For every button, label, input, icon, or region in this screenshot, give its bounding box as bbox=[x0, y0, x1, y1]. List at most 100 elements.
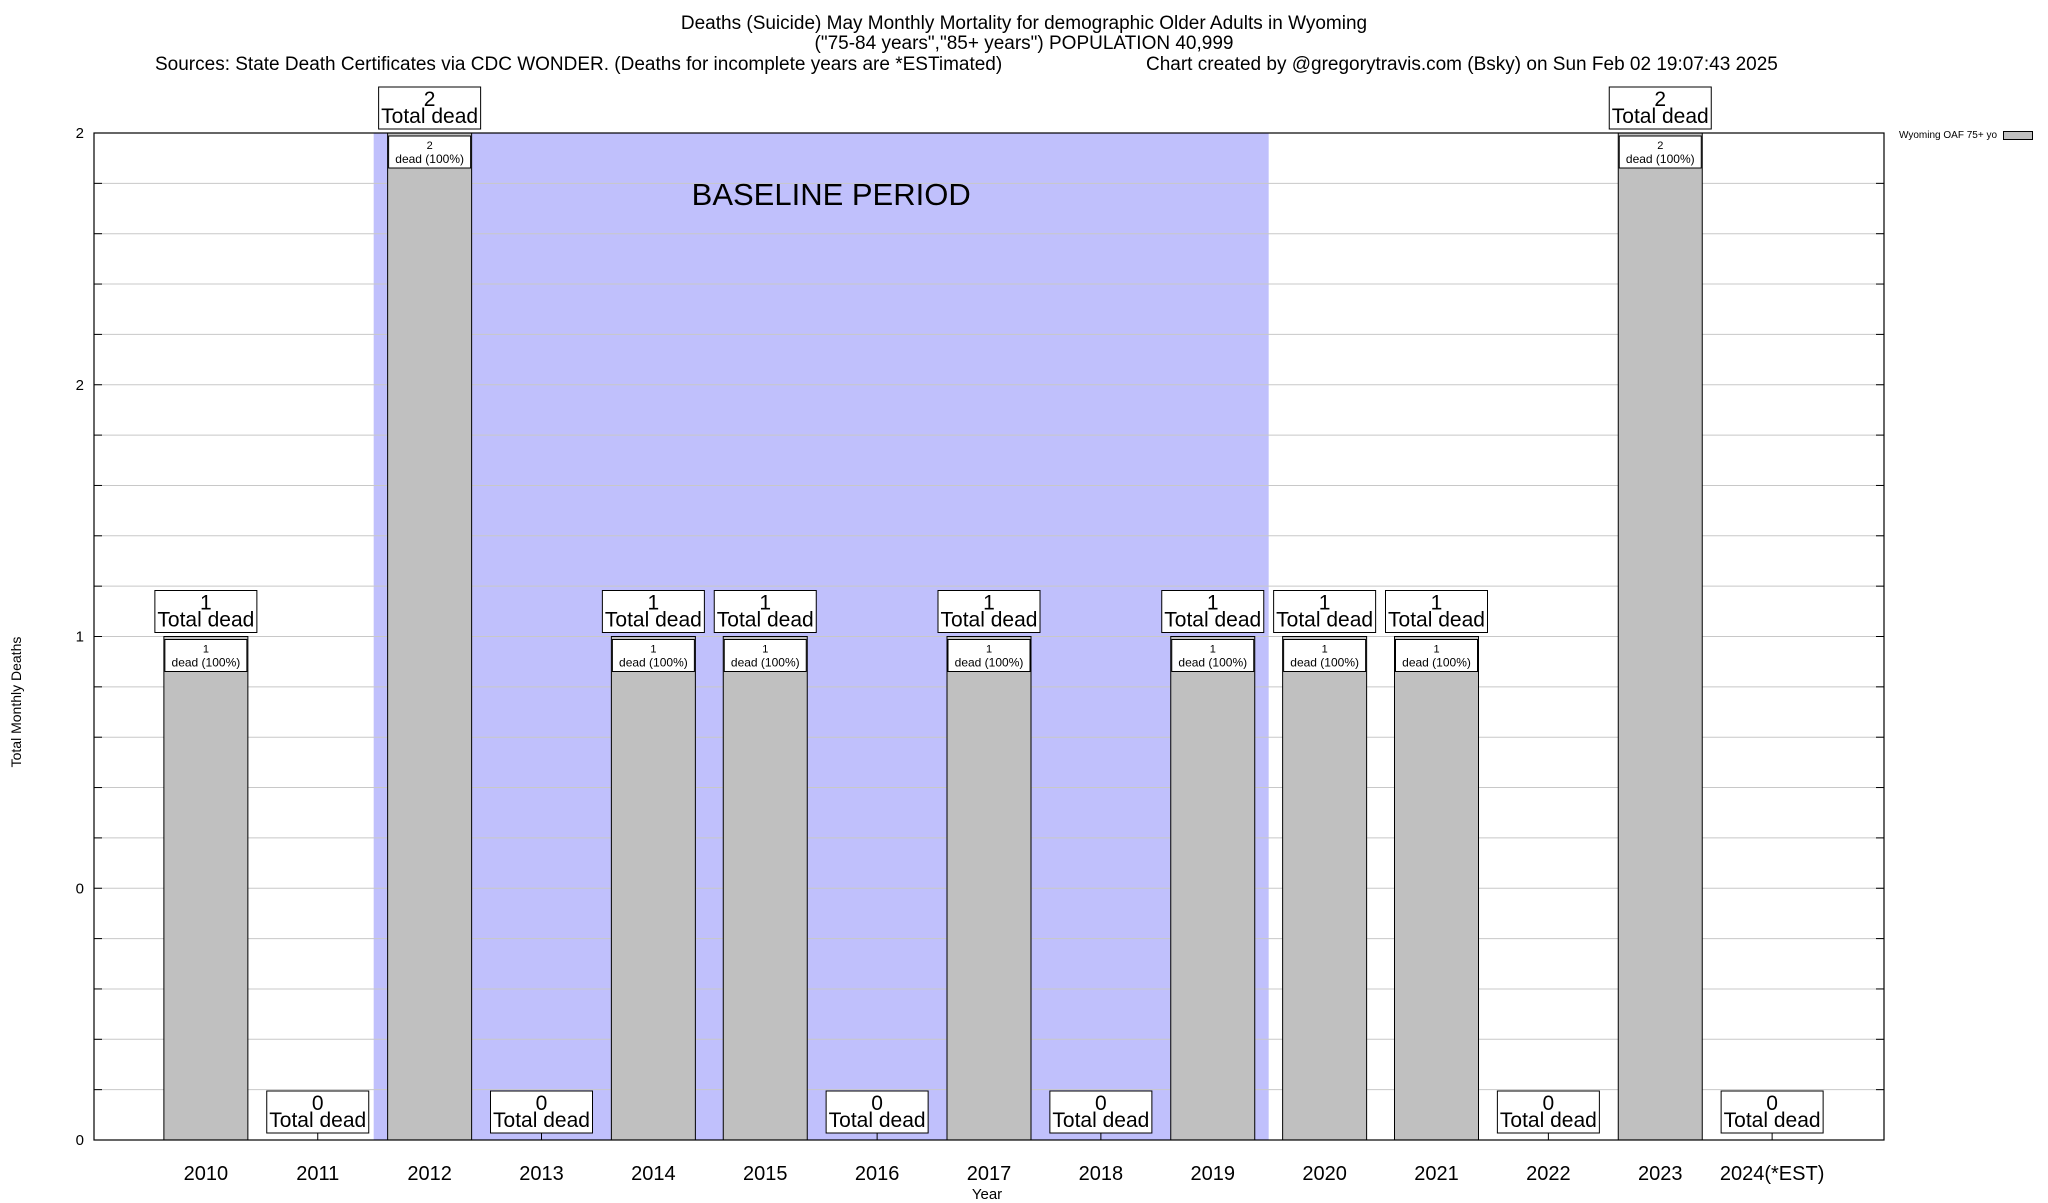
total-label-value: 1 bbox=[1319, 592, 1331, 615]
total-label: Total dead bbox=[941, 609, 1038, 632]
y-tick-label: 1 bbox=[76, 629, 84, 646]
bar-inner-value: 1 bbox=[1322, 644, 1328, 656]
total-label-value: 0 bbox=[536, 1092, 548, 1115]
bar bbox=[722, 636, 808, 1141]
bar-inner-value: 1 bbox=[203, 644, 209, 656]
bar-inner-label-box bbox=[164, 639, 248, 672]
total-label-box bbox=[266, 1090, 370, 1134]
bar-inner-label: dead (100%) bbox=[1290, 656, 1359, 670]
bar bbox=[1282, 636, 1368, 1141]
legend-label: Wyoming OAF 75+ yo bbox=[1899, 130, 1998, 141]
total-label-box bbox=[1608, 86, 1712, 130]
total-label-box bbox=[154, 590, 258, 633]
bar bbox=[387, 132, 473, 1141]
x-tick-label: 2010 bbox=[184, 1163, 229, 1185]
x-axis-label: Year bbox=[971, 1186, 1003, 1203]
chart-sources: Sources: State Death Certificates via CD… bbox=[155, 54, 1003, 75]
x-tick-label: 2023 bbox=[1638, 1163, 1683, 1185]
bar-inner-label-box bbox=[723, 639, 807, 672]
x-tick-label: 2020 bbox=[1302, 1163, 1347, 1185]
y-tick-label: 0 bbox=[76, 880, 84, 897]
total-label: Total dead bbox=[717, 609, 814, 632]
total-label-value: 0 bbox=[871, 1092, 883, 1115]
bar-inner-label: dead (100%) bbox=[1178, 656, 1247, 670]
bar-inner-label-box bbox=[1171, 639, 1255, 672]
y-tick-label: 0 bbox=[76, 1132, 84, 1149]
x-tick-label: 2017 bbox=[967, 1163, 1012, 1185]
bar-inner-label-box bbox=[1618, 135, 1702, 169]
total-label-box bbox=[601, 590, 705, 633]
bar-inner-label: dead (100%) bbox=[1626, 152, 1695, 166]
total-label-value: 1 bbox=[983, 592, 995, 615]
total-label: Total dead bbox=[605, 609, 702, 632]
x-tick-label: 2012 bbox=[407, 1163, 452, 1185]
bar-inner-label-box bbox=[388, 135, 472, 169]
legend: Wyoming OAF 75+ yo bbox=[1899, 130, 2034, 141]
legend-swatch bbox=[2003, 131, 2034, 140]
total-label-value: 0 bbox=[1095, 1092, 1107, 1115]
bar-inner-label: dead (100%) bbox=[1402, 656, 1471, 670]
chart-credit: Chart created by @gregorytravis.com (Bsk… bbox=[1146, 54, 1778, 75]
total-label-value: 1 bbox=[200, 592, 212, 615]
bar-inner-label: dead (100%) bbox=[731, 656, 800, 670]
total-label: Total dead bbox=[269, 1109, 366, 1132]
bar bbox=[163, 636, 249, 1141]
bar-inner-label: dead (100%) bbox=[172, 656, 241, 670]
total-label-box bbox=[1720, 1090, 1824, 1134]
bar-inner-value: 1 bbox=[1433, 644, 1439, 656]
total-label-value: 1 bbox=[648, 592, 660, 615]
plot-frame bbox=[93, 132, 1885, 1141]
x-tick-label: 2021 bbox=[1414, 1163, 1459, 1185]
x-tick-label: 2011 bbox=[296, 1163, 339, 1185]
bar bbox=[610, 636, 696, 1141]
total-label: Total dead bbox=[1388, 609, 1485, 632]
total-label-box bbox=[1496, 1090, 1600, 1134]
total-label: Total dead bbox=[1500, 1109, 1597, 1132]
y-tick-label: 2 bbox=[76, 377, 84, 394]
total-label: Total dead bbox=[1612, 105, 1709, 128]
bar-inner-value: 2 bbox=[1657, 140, 1663, 152]
bar-inner-label-box bbox=[1283, 639, 1367, 672]
bar-inner-label-box bbox=[947, 639, 1031, 672]
x-tick-label: 2024(*EST) bbox=[1720, 1163, 1825, 1185]
total-label: Total dead bbox=[1276, 609, 1373, 632]
bar bbox=[1394, 636, 1479, 1141]
total-label: Total dead bbox=[1724, 1109, 1821, 1132]
total-label: Total dead bbox=[493, 1109, 590, 1132]
total-label-box bbox=[1049, 1090, 1153, 1134]
total-label-value: 0 bbox=[1543, 1092, 1555, 1115]
x-tick-label: 2015 bbox=[743, 1163, 788, 1185]
chart-subtitle: ("75-84 years","85+ years") POPULATION 4… bbox=[814, 33, 1234, 54]
bar-inner-label: dead (100%) bbox=[955, 656, 1024, 670]
bar-inner-label-box bbox=[1395, 639, 1478, 672]
bar-inner-label: dead (100%) bbox=[395, 152, 464, 166]
x-tick-label: 2022 bbox=[1526, 1163, 1571, 1185]
total-label-value: 0 bbox=[312, 1092, 324, 1115]
bar-inner-value: 1 bbox=[762, 644, 768, 656]
bar-inner-value: 1 bbox=[986, 644, 992, 656]
x-tick-label: 2019 bbox=[1191, 1163, 1236, 1185]
total-label-box bbox=[937, 590, 1041, 633]
total-label-value: 2 bbox=[1654, 88, 1666, 111]
total-label-box bbox=[378, 86, 482, 130]
total-label: Total dead bbox=[1052, 1109, 1149, 1132]
total-label-value: 0 bbox=[1766, 1092, 1778, 1115]
bar-inner-label-box bbox=[611, 639, 695, 672]
total-label-box bbox=[1273, 590, 1377, 633]
total-label: Total dead bbox=[829, 1109, 926, 1132]
total-label-box bbox=[490, 1090, 593, 1134]
total-label-box bbox=[713, 590, 817, 633]
total-label-value: 1 bbox=[759, 592, 771, 615]
total-label-box bbox=[1385, 590, 1488, 633]
total-label-value: 1 bbox=[1431, 592, 1443, 615]
chart-title: Deaths (Suicide) May Monthly Mortality f… bbox=[680, 13, 1368, 34]
y-tick-label: 2 bbox=[76, 125, 84, 142]
total-label-box bbox=[825, 1090, 929, 1134]
total-label-value: 1 bbox=[1207, 592, 1219, 615]
bar-inner-value: 1 bbox=[1210, 644, 1216, 656]
bar bbox=[1170, 636, 1256, 1141]
baseline-label: BASELINE PERIOD bbox=[692, 177, 971, 212]
total-label: Total dead bbox=[157, 609, 254, 632]
bar-inner-label: dead (100%) bbox=[619, 656, 688, 670]
